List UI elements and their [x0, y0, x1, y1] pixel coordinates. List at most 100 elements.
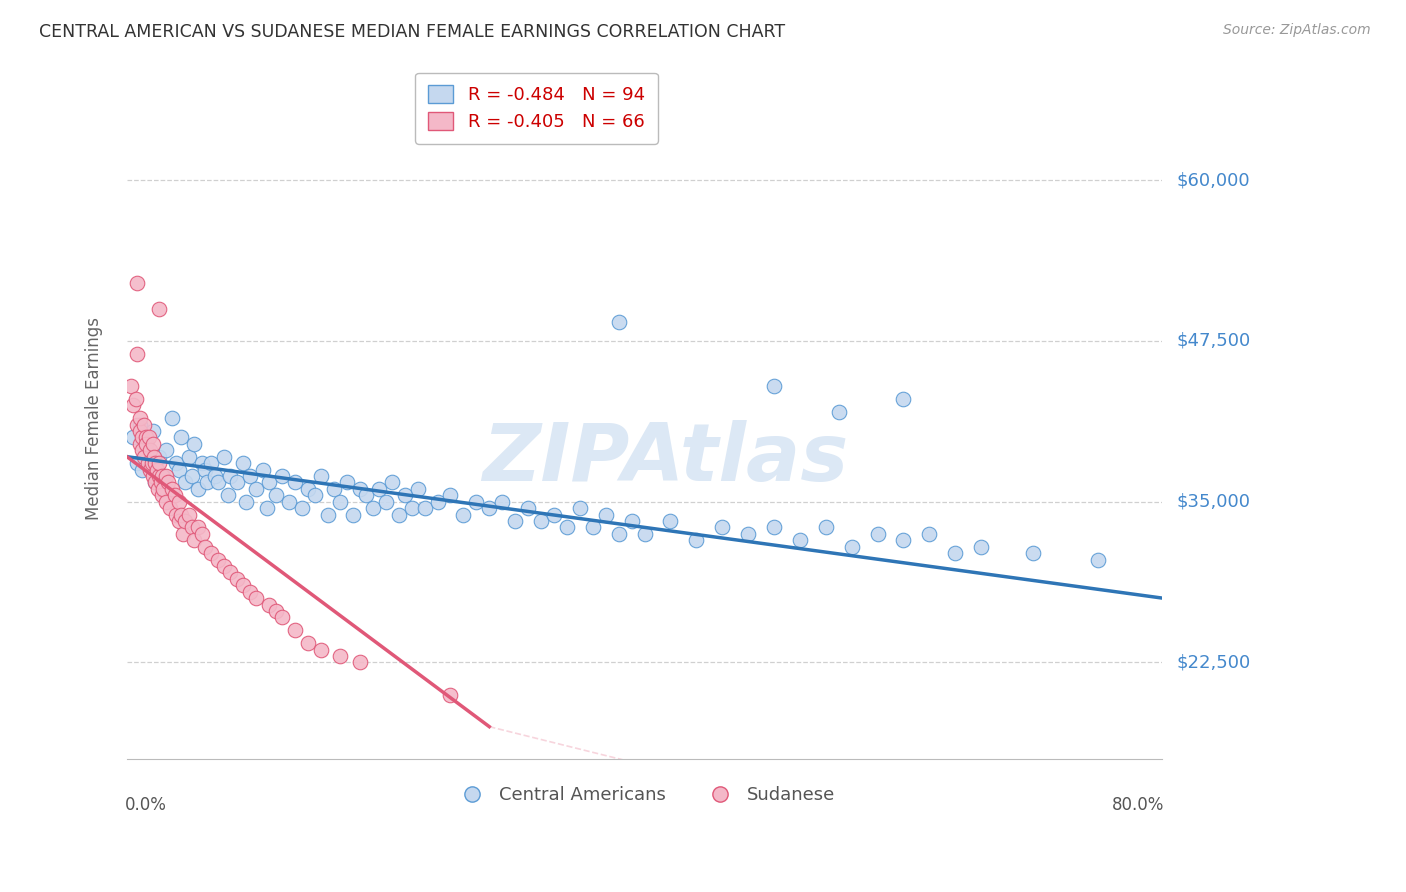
Point — [165, 456, 187, 470]
Point — [426, 494, 449, 508]
Point — [207, 475, 229, 490]
Point — [127, 456, 149, 470]
Point — [814, 520, 837, 534]
Point — [180, 469, 202, 483]
Point — [135, 430, 157, 444]
Point — [128, 411, 150, 425]
Point — [401, 501, 423, 516]
Point — [219, 469, 242, 483]
Point — [170, 508, 193, 522]
Point — [131, 443, 153, 458]
Point — [284, 624, 307, 638]
Point — [478, 501, 501, 516]
Text: 80.0%: 80.0% — [1112, 797, 1164, 814]
Point — [284, 475, 307, 490]
Point — [1087, 552, 1109, 566]
Point — [232, 578, 254, 592]
Point — [226, 475, 249, 490]
Y-axis label: Median Female Earnings: Median Female Earnings — [86, 317, 103, 520]
Point — [141, 456, 163, 470]
Point — [381, 475, 404, 490]
Text: $35,000: $35,000 — [1177, 492, 1250, 511]
Point — [297, 482, 319, 496]
Point — [297, 636, 319, 650]
Point — [595, 508, 617, 522]
Point — [200, 456, 222, 470]
Point — [136, 456, 159, 470]
Point — [200, 546, 222, 560]
Point — [187, 482, 209, 496]
Point — [160, 482, 183, 496]
Point — [212, 450, 235, 464]
Point — [170, 430, 193, 444]
Text: ZIPAtlas: ZIPAtlas — [482, 420, 848, 498]
Point — [309, 469, 332, 483]
Point — [256, 501, 278, 516]
Point — [128, 417, 150, 432]
Point — [239, 469, 262, 483]
Point — [336, 475, 359, 490]
Point — [167, 494, 190, 508]
Point — [139, 456, 162, 470]
Point — [607, 315, 630, 329]
Point — [323, 482, 346, 496]
Point — [361, 501, 384, 516]
Point — [356, 488, 378, 502]
Point — [252, 462, 274, 476]
Point — [217, 488, 239, 502]
Point — [167, 462, 190, 476]
Point — [737, 526, 759, 541]
Point — [155, 482, 177, 496]
Point — [685, 533, 707, 548]
Point — [148, 450, 170, 464]
Point — [127, 276, 149, 290]
Point — [349, 656, 371, 670]
Point — [132, 450, 155, 464]
Point — [183, 437, 205, 451]
Point — [125, 392, 148, 406]
Point — [245, 482, 267, 496]
Text: 0.0%: 0.0% — [125, 797, 167, 814]
Point — [142, 424, 165, 438]
Point — [413, 501, 436, 516]
Point — [145, 475, 167, 490]
Point — [157, 475, 180, 490]
Point — [148, 301, 170, 316]
Point — [555, 520, 578, 534]
Point — [165, 508, 187, 522]
Point — [711, 520, 734, 534]
Point — [120, 379, 142, 393]
Point — [204, 469, 226, 483]
Point — [368, 482, 391, 496]
Point — [131, 430, 153, 444]
Point — [177, 450, 200, 464]
Point — [145, 462, 167, 476]
Point — [291, 501, 314, 516]
Point — [439, 688, 461, 702]
Point — [155, 494, 177, 508]
Point — [193, 540, 215, 554]
Point — [329, 648, 352, 663]
Point — [342, 508, 364, 522]
Point — [582, 520, 605, 534]
Point — [152, 469, 174, 483]
Point — [943, 546, 966, 560]
Point — [212, 558, 235, 573]
Point — [970, 540, 993, 554]
Text: $60,000: $60,000 — [1177, 171, 1250, 189]
Point — [309, 642, 332, 657]
Point — [163, 488, 186, 502]
Point — [148, 469, 170, 483]
Point — [145, 475, 167, 490]
Point — [530, 514, 553, 528]
Point — [264, 488, 287, 502]
Point — [177, 508, 200, 522]
Point — [304, 488, 326, 502]
Point — [174, 514, 197, 528]
Legend: Central Americans, Sudanese: Central Americans, Sudanese — [447, 779, 842, 811]
Point — [394, 488, 416, 502]
Text: CENTRAL AMERICAN VS SUDANESE MEDIAN FEMALE EARNINGS CORRELATION CHART: CENTRAL AMERICAN VS SUDANESE MEDIAN FEMA… — [39, 23, 786, 41]
Point — [893, 533, 915, 548]
Point — [159, 501, 181, 516]
Point — [219, 566, 242, 580]
